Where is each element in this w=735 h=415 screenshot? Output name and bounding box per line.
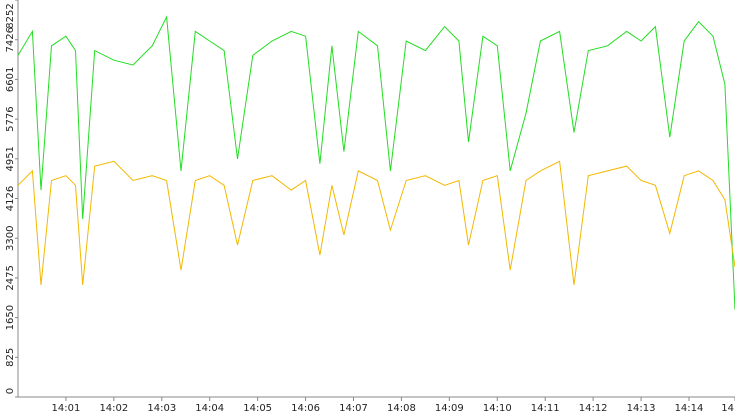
x-tick-label: 14:01: [52, 403, 81, 414]
y-tick-label: 5776: [5, 106, 16, 131]
x-tick-label: 14: [721, 403, 734, 414]
y-tick-label: 2475: [5, 265, 16, 290]
x-tick-label: 14:05: [243, 403, 272, 414]
x-tick-label: 14:03: [147, 403, 176, 414]
y-tick-label: 825: [5, 348, 16, 367]
x-tick-label: 14:06: [291, 403, 320, 414]
y-tick-label: 3300: [5, 226, 16, 251]
x-tick-label: 14:04: [195, 403, 224, 414]
x-tick-label: 14:09: [435, 403, 464, 414]
y-tick-label: 4951: [5, 146, 16, 171]
y-tick-label: 0: [5, 388, 16, 394]
y-tick-label: 1650: [5, 305, 16, 330]
series-line: [17, 160, 735, 285]
y-tick-label: 4126: [5, 186, 16, 211]
x-tick-label: 14:02: [99, 403, 128, 414]
x-tick-label: 14:08: [387, 403, 416, 414]
series-line: [17, 15, 735, 310]
x-tick-label: 14:13: [627, 403, 656, 414]
x-tick-label: 14:14: [675, 403, 704, 414]
x-tick-label: 14:12: [579, 403, 608, 414]
y-tick-label: 7426: [5, 27, 16, 52]
x-tick-label: 14:07: [339, 403, 368, 414]
y-tick-label: 8252: [5, 3, 16, 28]
x-tick-label: 14:10: [483, 403, 512, 414]
y-tick-label: 6601: [5, 67, 16, 92]
x-tick-label: 14:11: [531, 403, 560, 414]
